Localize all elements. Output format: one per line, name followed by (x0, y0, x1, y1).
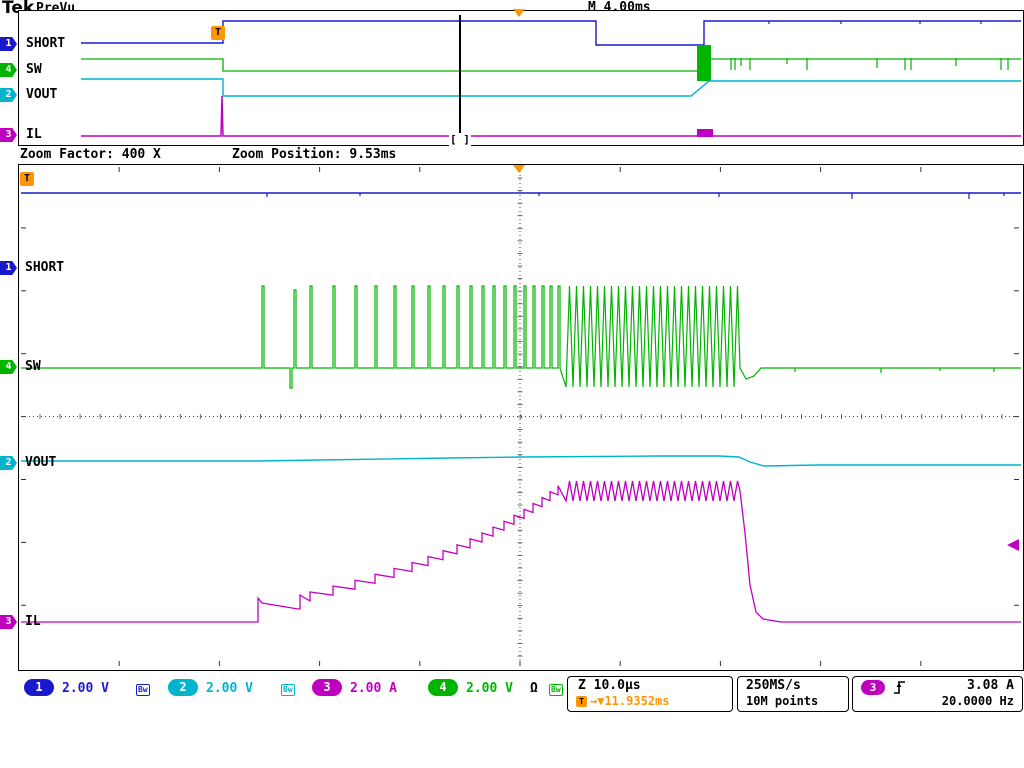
zoom-channel-marker-2: 2 (0, 456, 17, 470)
zoom-waveform-canvas (21, 167, 1021, 666)
zoom-label-short: SHORT (25, 260, 65, 275)
acquisition-box: 250MS/s 10M points (737, 676, 849, 712)
ch1-badge: 1 (24, 679, 54, 696)
ch2-bandwidth-badge: Bw (281, 684, 295, 696)
channel-marker-2: 2 (0, 88, 17, 102)
zoom-factor-readout: Zoom Factor: 400 X (20, 147, 161, 162)
trigger-flag-icon: T (211, 26, 225, 40)
zoom-channel-marker-3: 3 (0, 615, 17, 629)
ch2-scale-readout: 2.00 V (206, 681, 253, 696)
ch4-bandwidth-badge: Bw (549, 684, 563, 696)
zoom-bracket: [ ] (449, 133, 471, 146)
trigger-level-readout: 3.08 A (967, 678, 1014, 693)
overview-waveform-canvas (81, 15, 1021, 139)
zoom-position-readout: Zoom Position: 9.53ms (232, 147, 397, 162)
channel-marker-3: 3 (0, 128, 17, 142)
zoom-expansion-marker-icon (513, 165, 525, 173)
zoom-label-vout: VOUT (25, 455, 57, 470)
zoom-channel-marker-4: 4 (0, 360, 17, 374)
overview-label-vout: VOUT (26, 87, 58, 102)
ch3-scale-readout: 2.00 A (350, 681, 397, 696)
rising-edge-icon (894, 681, 905, 694)
delay-trigger-icon: T (576, 696, 587, 707)
ch2-badge: 2 (168, 679, 198, 696)
ch4-impedance-readout: Ω (530, 681, 538, 696)
ch1-bandwidth-badge: Bw (136, 684, 150, 696)
channel-marker-4: 4 (0, 63, 17, 77)
zoom-window (18, 164, 1024, 671)
zoom-trigger-flag-icon: T (20, 172, 34, 186)
ch3-badge: 3 (312, 679, 342, 696)
ch1-scale-readout: 2.00 V (62, 681, 109, 696)
overview-label-sw: SW (26, 62, 42, 77)
overview-window (18, 10, 1024, 146)
zoom-scale-readout: Z 10.0µs (578, 678, 641, 693)
zoom-scale-box: Z 10.0µs T →▼11.9352ms (567, 676, 733, 712)
sample-rate-readout: 250MS/s (746, 678, 801, 693)
record-length-readout: 10M points (746, 694, 819, 708)
expansion-marker-icon (513, 9, 525, 17)
zoom-channel-marker-1: 1 (0, 261, 17, 275)
zoom-label-sw: SW (25, 359, 41, 374)
channel-marker-1: 1 (0, 37, 17, 51)
overview-label-short: SHORT (26, 36, 66, 51)
overview-label-il: IL (26, 127, 42, 142)
ch4-badge: 4 (428, 679, 458, 696)
zoom-label-il: IL (25, 614, 41, 629)
trigger-source-badge: 3 (861, 680, 885, 695)
ch4-scale-readout: 2.00 V (466, 681, 513, 696)
trigger-frequency-readout: 20.0000 Hz (941, 694, 1014, 708)
delay-readout: →▼11.9352ms (590, 694, 670, 708)
trigger-box: 3 3.08 A 20.0000 Hz (852, 676, 1023, 712)
